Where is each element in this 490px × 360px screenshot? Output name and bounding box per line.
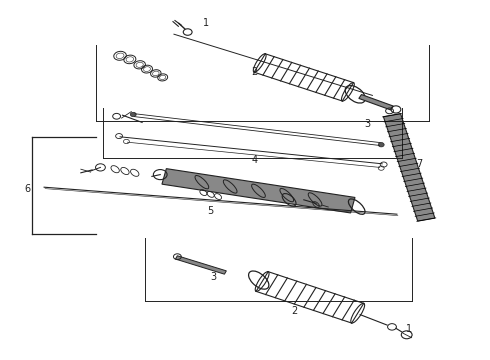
Text: 2: 2 <box>291 306 297 316</box>
Text: 7: 7 <box>416 159 422 169</box>
Text: 3: 3 <box>210 272 216 282</box>
Text: 3: 3 <box>365 119 370 129</box>
Polygon shape <box>359 95 393 110</box>
Text: 1: 1 <box>406 324 412 334</box>
Polygon shape <box>162 168 355 213</box>
Polygon shape <box>175 256 226 274</box>
Text: 6: 6 <box>24 184 30 194</box>
Circle shape <box>378 143 384 147</box>
Text: 4: 4 <box>252 155 258 165</box>
Text: 5: 5 <box>208 206 214 216</box>
Polygon shape <box>384 114 435 221</box>
Text: 2: 2 <box>252 67 258 77</box>
Circle shape <box>130 112 136 117</box>
Text: 1: 1 <box>203 18 209 28</box>
